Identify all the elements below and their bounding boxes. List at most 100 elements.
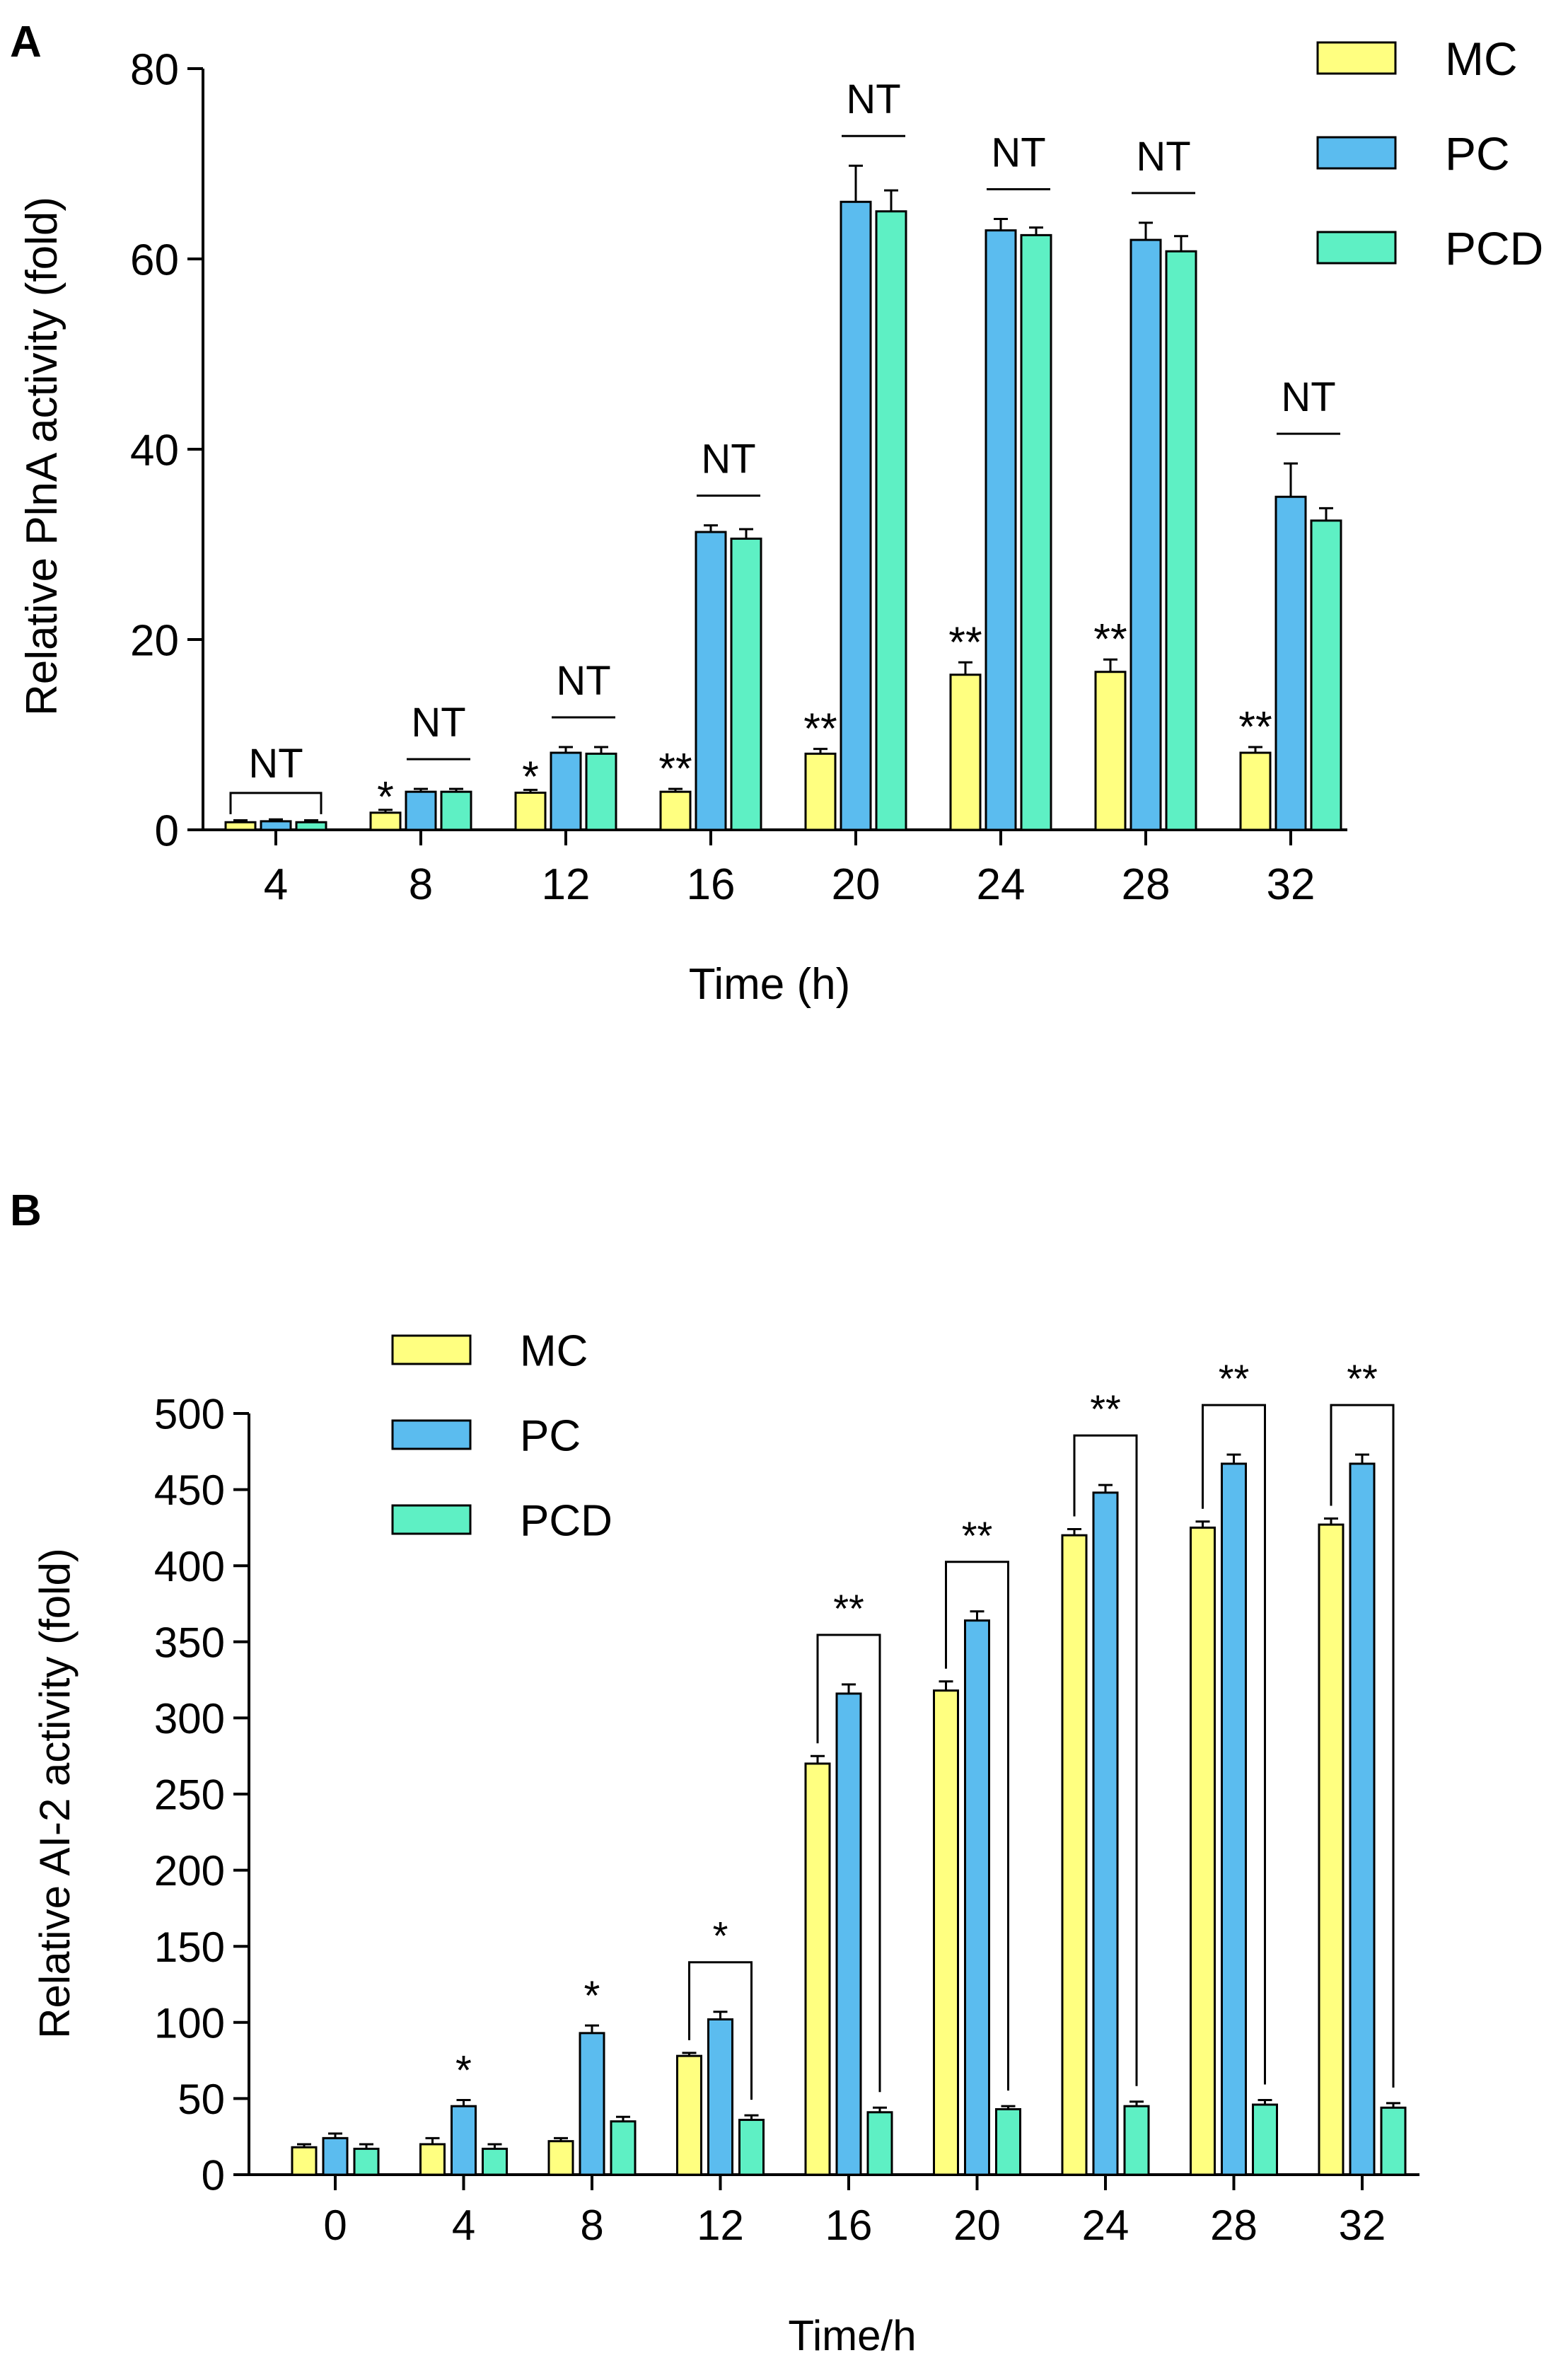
- significance-bracket: [945, 1561, 1009, 2091]
- y-tick-label: 100: [154, 1999, 225, 2047]
- legend-swatch-mc: [1316, 41, 1397, 75]
- y-tick-label: 250: [154, 1771, 225, 1819]
- x-axis-title: Time (h): [689, 960, 850, 1009]
- bar-pcd: [482, 2147, 508, 2176]
- x-tick-label: 8: [580, 2202, 603, 2249]
- y-tick-label: 80: [130, 45, 179, 94]
- bar-mc: [1190, 1526, 1216, 2176]
- legend-swatch-pc: [391, 1419, 472, 1450]
- y-tick-label: 450: [154, 1467, 225, 1514]
- legend-label: PC: [1445, 127, 1510, 180]
- significance-label: NT: [556, 658, 610, 704]
- y-tick-label: 400: [154, 1543, 225, 1590]
- legend-label: MC: [1445, 33, 1518, 85]
- x-tick-label: 32: [1267, 860, 1316, 909]
- significance-label: NT: [411, 700, 465, 746]
- x-axis-title: Time/h: [788, 2312, 916, 2359]
- legend-swatch-pcd: [1316, 231, 1397, 265]
- bar-mc: [804, 1762, 831, 2176]
- bar-pcd: [585, 752, 617, 831]
- bar-mc: [291, 2146, 318, 2176]
- bar-pcd: [1123, 2105, 1150, 2176]
- significance-star: *: [455, 2048, 472, 2094]
- significance-label: **: [1347, 1356, 1378, 1401]
- bar-mc: [949, 673, 982, 831]
- bar-pcd: [875, 210, 907, 831]
- x-tick-label: 20: [953, 2202, 1001, 2249]
- bar-pcd: [866, 2111, 893, 2176]
- bar-mc: [547, 2140, 574, 2176]
- significance-label: NT: [991, 130, 1045, 176]
- y-tick-label: 50: [178, 2076, 225, 2123]
- significance-star: **: [1093, 615, 1127, 663]
- x-tick-label: 32: [1339, 2202, 1386, 2249]
- bar-pcd: [1310, 519, 1342, 831]
- bar-pcd: [295, 821, 327, 831]
- significance-star: **: [1238, 702, 1272, 751]
- significance-label: NT: [1281, 374, 1335, 420]
- bar-mc: [676, 2054, 702, 2176]
- bar-pc: [579, 2032, 605, 2176]
- significance-star: **: [658, 744, 692, 792]
- bar-pcd: [610, 2120, 637, 2176]
- bar-pc: [1221, 1462, 1247, 2176]
- significance-bracket: [229, 792, 323, 814]
- legend-swatch-mc: [391, 1334, 472, 1365]
- x-tick-label: 16: [825, 2202, 873, 2249]
- significance-bracket: [688, 1961, 753, 2100]
- significance-label: **: [833, 1586, 864, 1631]
- x-tick-label: 4: [264, 860, 288, 909]
- bar-pcd: [1252, 2103, 1278, 2176]
- bar-pc: [451, 2105, 477, 2176]
- x-tick-label: 24: [1082, 2202, 1129, 2249]
- significance-label: NT: [846, 76, 900, 122]
- bar-pc: [1349, 1462, 1376, 2176]
- bar-mc: [369, 811, 402, 831]
- significance-bracket: [1073, 1434, 1138, 2086]
- legend-label: PCD: [1445, 222, 1543, 274]
- legend-label: PCD: [520, 1496, 612, 1545]
- bar-pc: [985, 229, 1017, 831]
- bar-pcd: [440, 790, 472, 831]
- bar-pc: [1092, 1491, 1119, 2176]
- bar-pcd: [353, 2147, 380, 2176]
- x-tick-label: 0: [323, 2202, 347, 2249]
- x-tick-label: 24: [977, 860, 1026, 909]
- legend-label: MC: [520, 1326, 588, 1375]
- significance-bracket: [1202, 1404, 1266, 2085]
- y-tick-label: 20: [130, 616, 179, 665]
- y-axis-title: Relative AI-2 activity (fold): [31, 1548, 79, 2039]
- panel-letter: A: [10, 18, 42, 66]
- bar-pc: [835, 1692, 862, 2176]
- legend-swatch-pc: [1316, 136, 1397, 170]
- y-tick-label: 0: [155, 806, 179, 855]
- bar-mc: [419, 2143, 446, 2176]
- bar-pcd: [730, 537, 762, 831]
- x-tick-label: 20: [832, 860, 881, 909]
- significance-label: *: [713, 1914, 728, 1958]
- y-tick-label: 350: [154, 1619, 225, 1666]
- panel-a-chart: A 0 20 40 60 80 4 8 12 16 20 24 28 32 Time (h) Relative…: [10, 18, 1543, 1009]
- x-tick-label: 28: [1122, 860, 1171, 909]
- bar-pc: [695, 531, 727, 831]
- y-tick-label: 150: [154, 1924, 225, 1971]
- significance-label: **: [1090, 1387, 1121, 1431]
- bar-pc: [260, 820, 292, 831]
- significance-label: NT: [248, 741, 303, 787]
- significance-star: *: [522, 753, 539, 801]
- bar-pc: [322, 2136, 349, 2176]
- bar-pc: [707, 2018, 733, 2176]
- panel-letter: B: [10, 1186, 42, 1235]
- bar-pc: [840, 200, 872, 831]
- bar-mc: [659, 790, 692, 831]
- y-tick-label: 300: [154, 1695, 225, 1742]
- x-tick-label: 12: [697, 2202, 744, 2249]
- significance-bracket: [816, 1633, 881, 2093]
- x-tick-label: 16: [687, 860, 736, 909]
- bar-pcd: [995, 2107, 1021, 2176]
- x-tick-label: 4: [452, 2202, 475, 2249]
- bar-mc: [1094, 671, 1127, 831]
- bar-pc: [1274, 495, 1307, 831]
